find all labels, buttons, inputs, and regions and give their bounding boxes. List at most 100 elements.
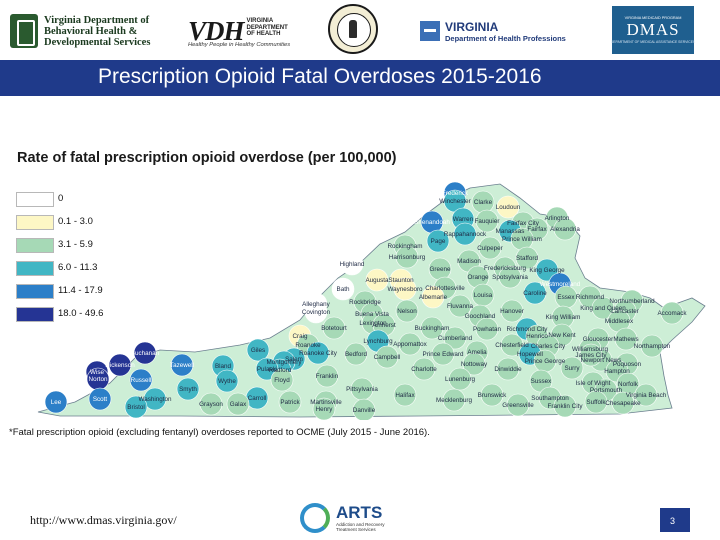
county-label: Northumberland [609,298,655,305]
county-label: Norfolk [618,381,639,388]
dbhds-name: Virginia Department of Behavioral Health… [44,14,151,48]
county-label: Staunton [388,277,414,284]
county-patch [426,229,450,253]
county-label: Louisa [474,292,493,299]
dmas-program: VIRGINIA MEDICAID PROGRAM [624,16,682,20]
legend-swatch [16,238,54,253]
county-label: James City [575,352,607,359]
county-patch [614,327,638,351]
dhp-state: VIRGINIA [445,19,499,34]
county-label: Galax [230,401,247,408]
county-patch [312,397,336,420]
county-label: Fauquier [475,218,500,225]
county-patch [431,342,455,366]
county-label: Rappahannock [444,231,487,238]
county-label: Salem [285,356,303,363]
county-patch [375,345,399,369]
county-label: Middlesex [605,318,634,325]
county-label: Bedford [345,351,368,358]
page-number: 3 [670,516,676,526]
legend-item: 6.0 - 11.3 [14,261,164,277]
county-label: Buchanan [131,350,160,357]
county-label: Prince George [525,358,566,365]
county-label: Washington [138,396,172,403]
county-patch [496,195,520,219]
vdh-letters: VDH [188,15,245,46]
county-patch [143,387,167,411]
county-label: Hanover [500,308,524,315]
legend-item: 0.1 - 3.0 [14,215,164,231]
county-label: Fredericksburg [484,265,526,272]
county-label: Surry [564,365,580,372]
county-label: Radford [269,367,292,374]
county-patch [322,316,346,340]
county-label: Caroline [523,290,547,297]
county-label: Lexington [359,320,387,327]
county-label: Westmoreland [540,281,581,288]
county-label: Lancaster [611,308,639,315]
dhp-department: Department of Health Professions [445,33,566,43]
county-label: Sussex [531,378,553,385]
county-patch [344,342,368,366]
county-label: Grayson [199,401,223,408]
county-label: Nelson [397,308,417,315]
county-label: Campbell [374,354,401,361]
county-label: Highland [340,261,365,268]
county-patch [278,390,302,414]
county-label: Scott [93,396,108,403]
county-label: Bland [215,363,232,370]
county-label: Madison [457,258,481,265]
county-label: Arlington [545,215,570,222]
county-patch [500,299,524,323]
dmas-department: DEPARTMENT OF MEDICAL ASSISTANCE SERVICE… [610,40,696,44]
dmas-name: DMAS [626,20,680,39]
county-patch [553,217,577,241]
county-patch [133,341,157,365]
county-label: New Kent [548,332,576,339]
county-patch [448,294,472,318]
legend-label: 11.4 - 17.9 [58,285,103,296]
county-label: Patrick [280,399,300,406]
legend-item: 18.0 - 49.6 [14,307,164,323]
vdh-tagline: Healthy People in Healthy Communities [188,42,291,48]
county-label: Goochland [465,313,496,320]
county-patch [199,392,223,416]
county-patch [478,236,502,260]
county-label: Prince William [502,236,542,243]
county-patch [579,343,603,367]
county-patch [170,353,194,377]
county-label: Appomattox [393,341,427,348]
footer-url-link[interactable]: http://www.dmas.virginia.gov/ [30,513,177,527]
county-label: Fairfax City [507,220,540,227]
county-label: Franklin City [548,403,584,410]
county-label: Chesterfield [495,342,529,349]
county-patch [88,387,112,411]
county-label: Southampton [531,395,569,402]
county-patch [660,301,684,325]
arts-mark-icon [300,503,330,533]
county-label: Isle of Wight [576,380,611,387]
county-label: Buckingham [415,325,450,332]
county-label: King William [546,314,581,321]
arts-tagline: Addiction and Recovery Treatment Service… [336,522,385,532]
county-label: Roanoke City [299,350,338,357]
county-label: Carroll [248,395,267,402]
county-label: Albemarle [419,294,448,301]
county-patch [420,316,444,340]
county-patch [523,281,547,305]
county-patch [304,300,328,324]
county-label: Northampton [634,343,671,350]
county-patch [462,352,486,376]
county-patch [480,383,504,407]
legend-label: 18.0 - 49.6 [58,308,104,319]
county-patch [442,388,466,412]
county-label: Giles [251,347,265,354]
county-patch [306,341,330,365]
legend-swatch [16,284,54,299]
county-patch [453,222,477,246]
county-label: Botetourt [321,325,347,332]
county-patch [591,296,615,320]
county-patch [398,332,422,356]
county-label: Amherst [372,322,396,329]
